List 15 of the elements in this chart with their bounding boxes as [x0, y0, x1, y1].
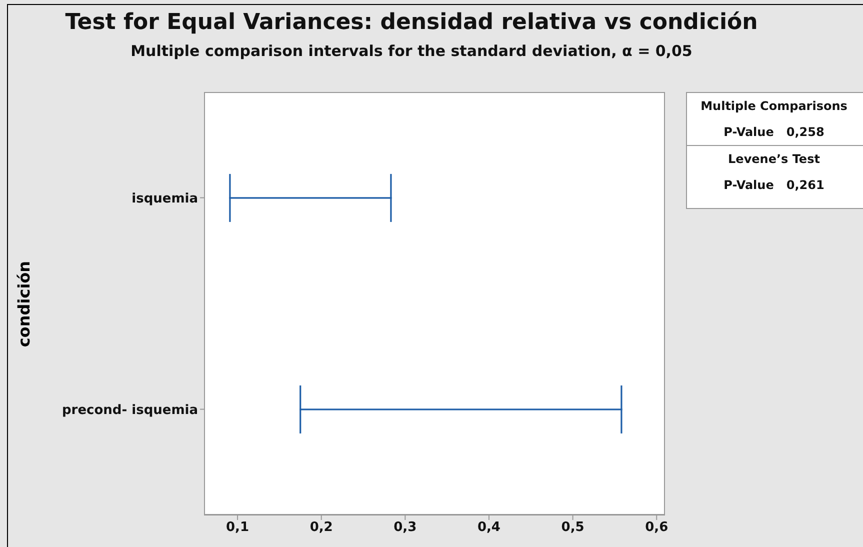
y-axis-title: condición: [14, 260, 34, 348]
x-tick-label: 0,3: [394, 520, 417, 536]
text: P-Value 0,258: [722, 124, 826, 141]
y-tick-label: precond- isquemia: [62, 402, 198, 418]
text: Multiple Comparisons: [700, 98, 848, 115]
y-tick-label: isquemia: [132, 191, 198, 206]
x-tick-label: 0,2: [310, 520, 333, 536]
x-tick-label: 0,5: [561, 520, 584, 536]
text: Levene’s Test: [687, 145, 863, 172]
text: P-Value 0,261: [722, 177, 826, 194]
chart-subtitle: Multiple comparison intervals for the standard deviation, α = 0,05: [130, 42, 694, 60]
x-tick-label: 0,4: [477, 520, 500, 536]
x-tick-label: 0,6: [645, 520, 668, 536]
chart-title: Test for Equal Variances: densidad relativa vs condición: [64, 10, 759, 35]
x-tick-label: 0,1: [226, 520, 250, 536]
